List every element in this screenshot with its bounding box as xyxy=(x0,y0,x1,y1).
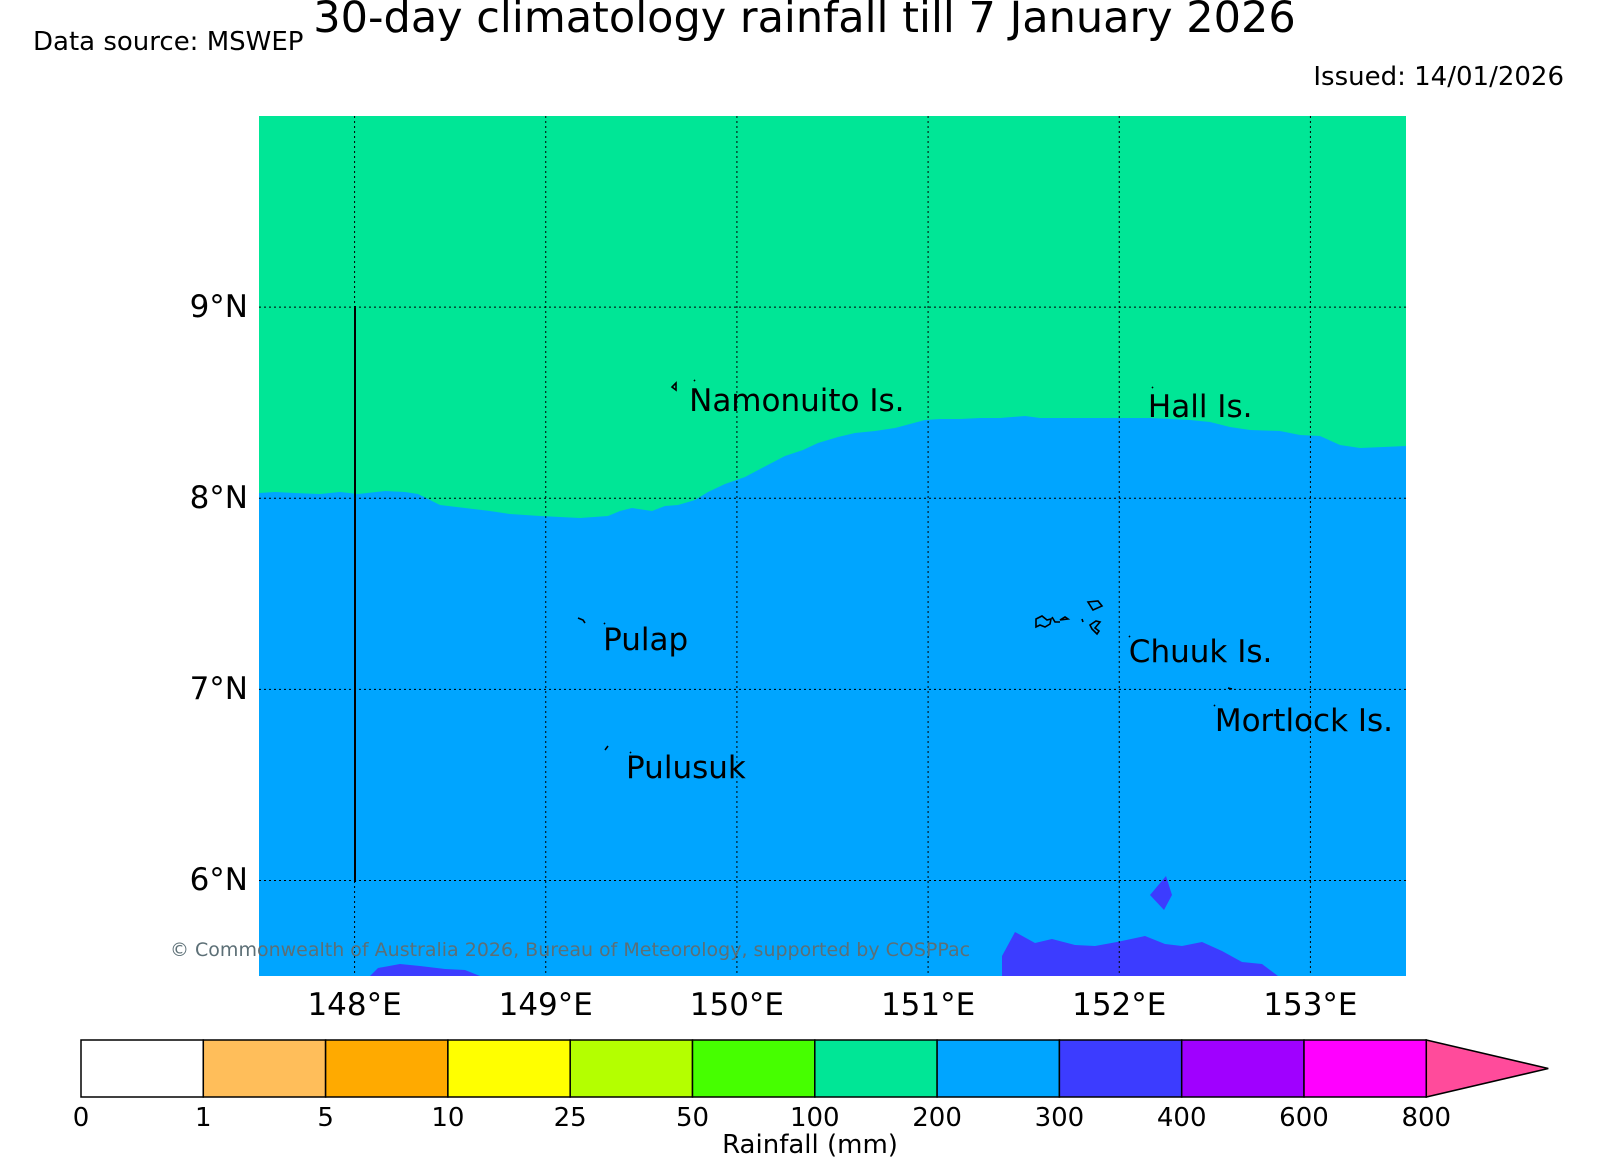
colorbar-label: Rainfall (mm) xyxy=(722,1130,898,1160)
colorbar-tick-label: 300 xyxy=(1034,1103,1085,1133)
colorbar-swatch xyxy=(936,1039,1061,1098)
colorbar-tick-label: 600 xyxy=(1279,1103,1329,1133)
colorbar-swatch xyxy=(1303,1039,1428,1098)
lon-tick-label: 152°E xyxy=(1072,987,1167,1023)
colorbar-swatch xyxy=(1058,1039,1183,1098)
colorbar-swatch xyxy=(691,1039,816,1098)
colorbar-tick-label: 800 xyxy=(1401,1103,1452,1133)
band-300-400-patch-south xyxy=(1002,932,1278,976)
place-label: Mortlock Is. xyxy=(1214,702,1394,739)
place-label: Hall Is. xyxy=(1147,389,1253,426)
lat-tick-label: 8°N xyxy=(189,480,248,517)
lon-tick-label: 150°E xyxy=(689,987,785,1023)
place-label: Namonuito Is. xyxy=(689,383,905,420)
island-outlines xyxy=(577,379,1233,754)
colorbar-tick-label: 5 xyxy=(317,1103,334,1133)
lon-tick-label: 148°E xyxy=(307,987,402,1023)
colorbar-tick-label: 200 xyxy=(912,1103,962,1133)
place-label: Pulap xyxy=(603,622,689,659)
colorbar-swatch xyxy=(1180,1039,1305,1098)
colorbar-tick-label: 0 xyxy=(72,1103,90,1133)
lat-tick-label: 6°N xyxy=(189,862,248,899)
colorbar-tick-label: 400 xyxy=(1156,1103,1207,1133)
colorbar-tick-label: 100 xyxy=(789,1103,840,1133)
colorbar-swatch xyxy=(447,1039,571,1098)
colorbar-tick-label: 25 xyxy=(553,1103,587,1133)
colorbar-tick-label: 1 xyxy=(195,1103,212,1133)
issued-date: Issued: 14/01/2026 xyxy=(1313,62,1564,92)
place-label: Pulusuk xyxy=(626,750,746,787)
colorbar-swatch xyxy=(80,1039,205,1098)
lon-tick-label: 151°E xyxy=(880,987,976,1023)
lon-tick-label: 153°E xyxy=(1263,987,1358,1023)
colorbar-swatch xyxy=(202,1039,327,1098)
chart-title: 30-day climatology rainfall till 7 Janua… xyxy=(313,0,1296,43)
colorbar-swatch xyxy=(324,1039,449,1098)
copyright-notice: © Commonwealth of Australia 2026, Bureau… xyxy=(170,939,971,961)
lon-tick-label: 149°E xyxy=(498,987,593,1023)
band-300-400-patch-small xyxy=(1150,876,1172,910)
colorbar-tick-label: 50 xyxy=(675,1103,710,1133)
colorbar-extend-arrow xyxy=(1425,1039,1549,1098)
colorbar-tick-label: 10 xyxy=(431,1103,465,1133)
colorbar-swatch xyxy=(569,1039,694,1098)
lat-tick-label: 9°N xyxy=(189,289,248,326)
lat-tick-label: 7°N xyxy=(189,671,248,708)
colorbar-swatch xyxy=(814,1039,938,1098)
place-label: Chuuk Is. xyxy=(1128,633,1273,670)
band-300-400-patch-southwest xyxy=(370,964,480,976)
data-source-text: Data source: MSWEP xyxy=(33,27,304,57)
